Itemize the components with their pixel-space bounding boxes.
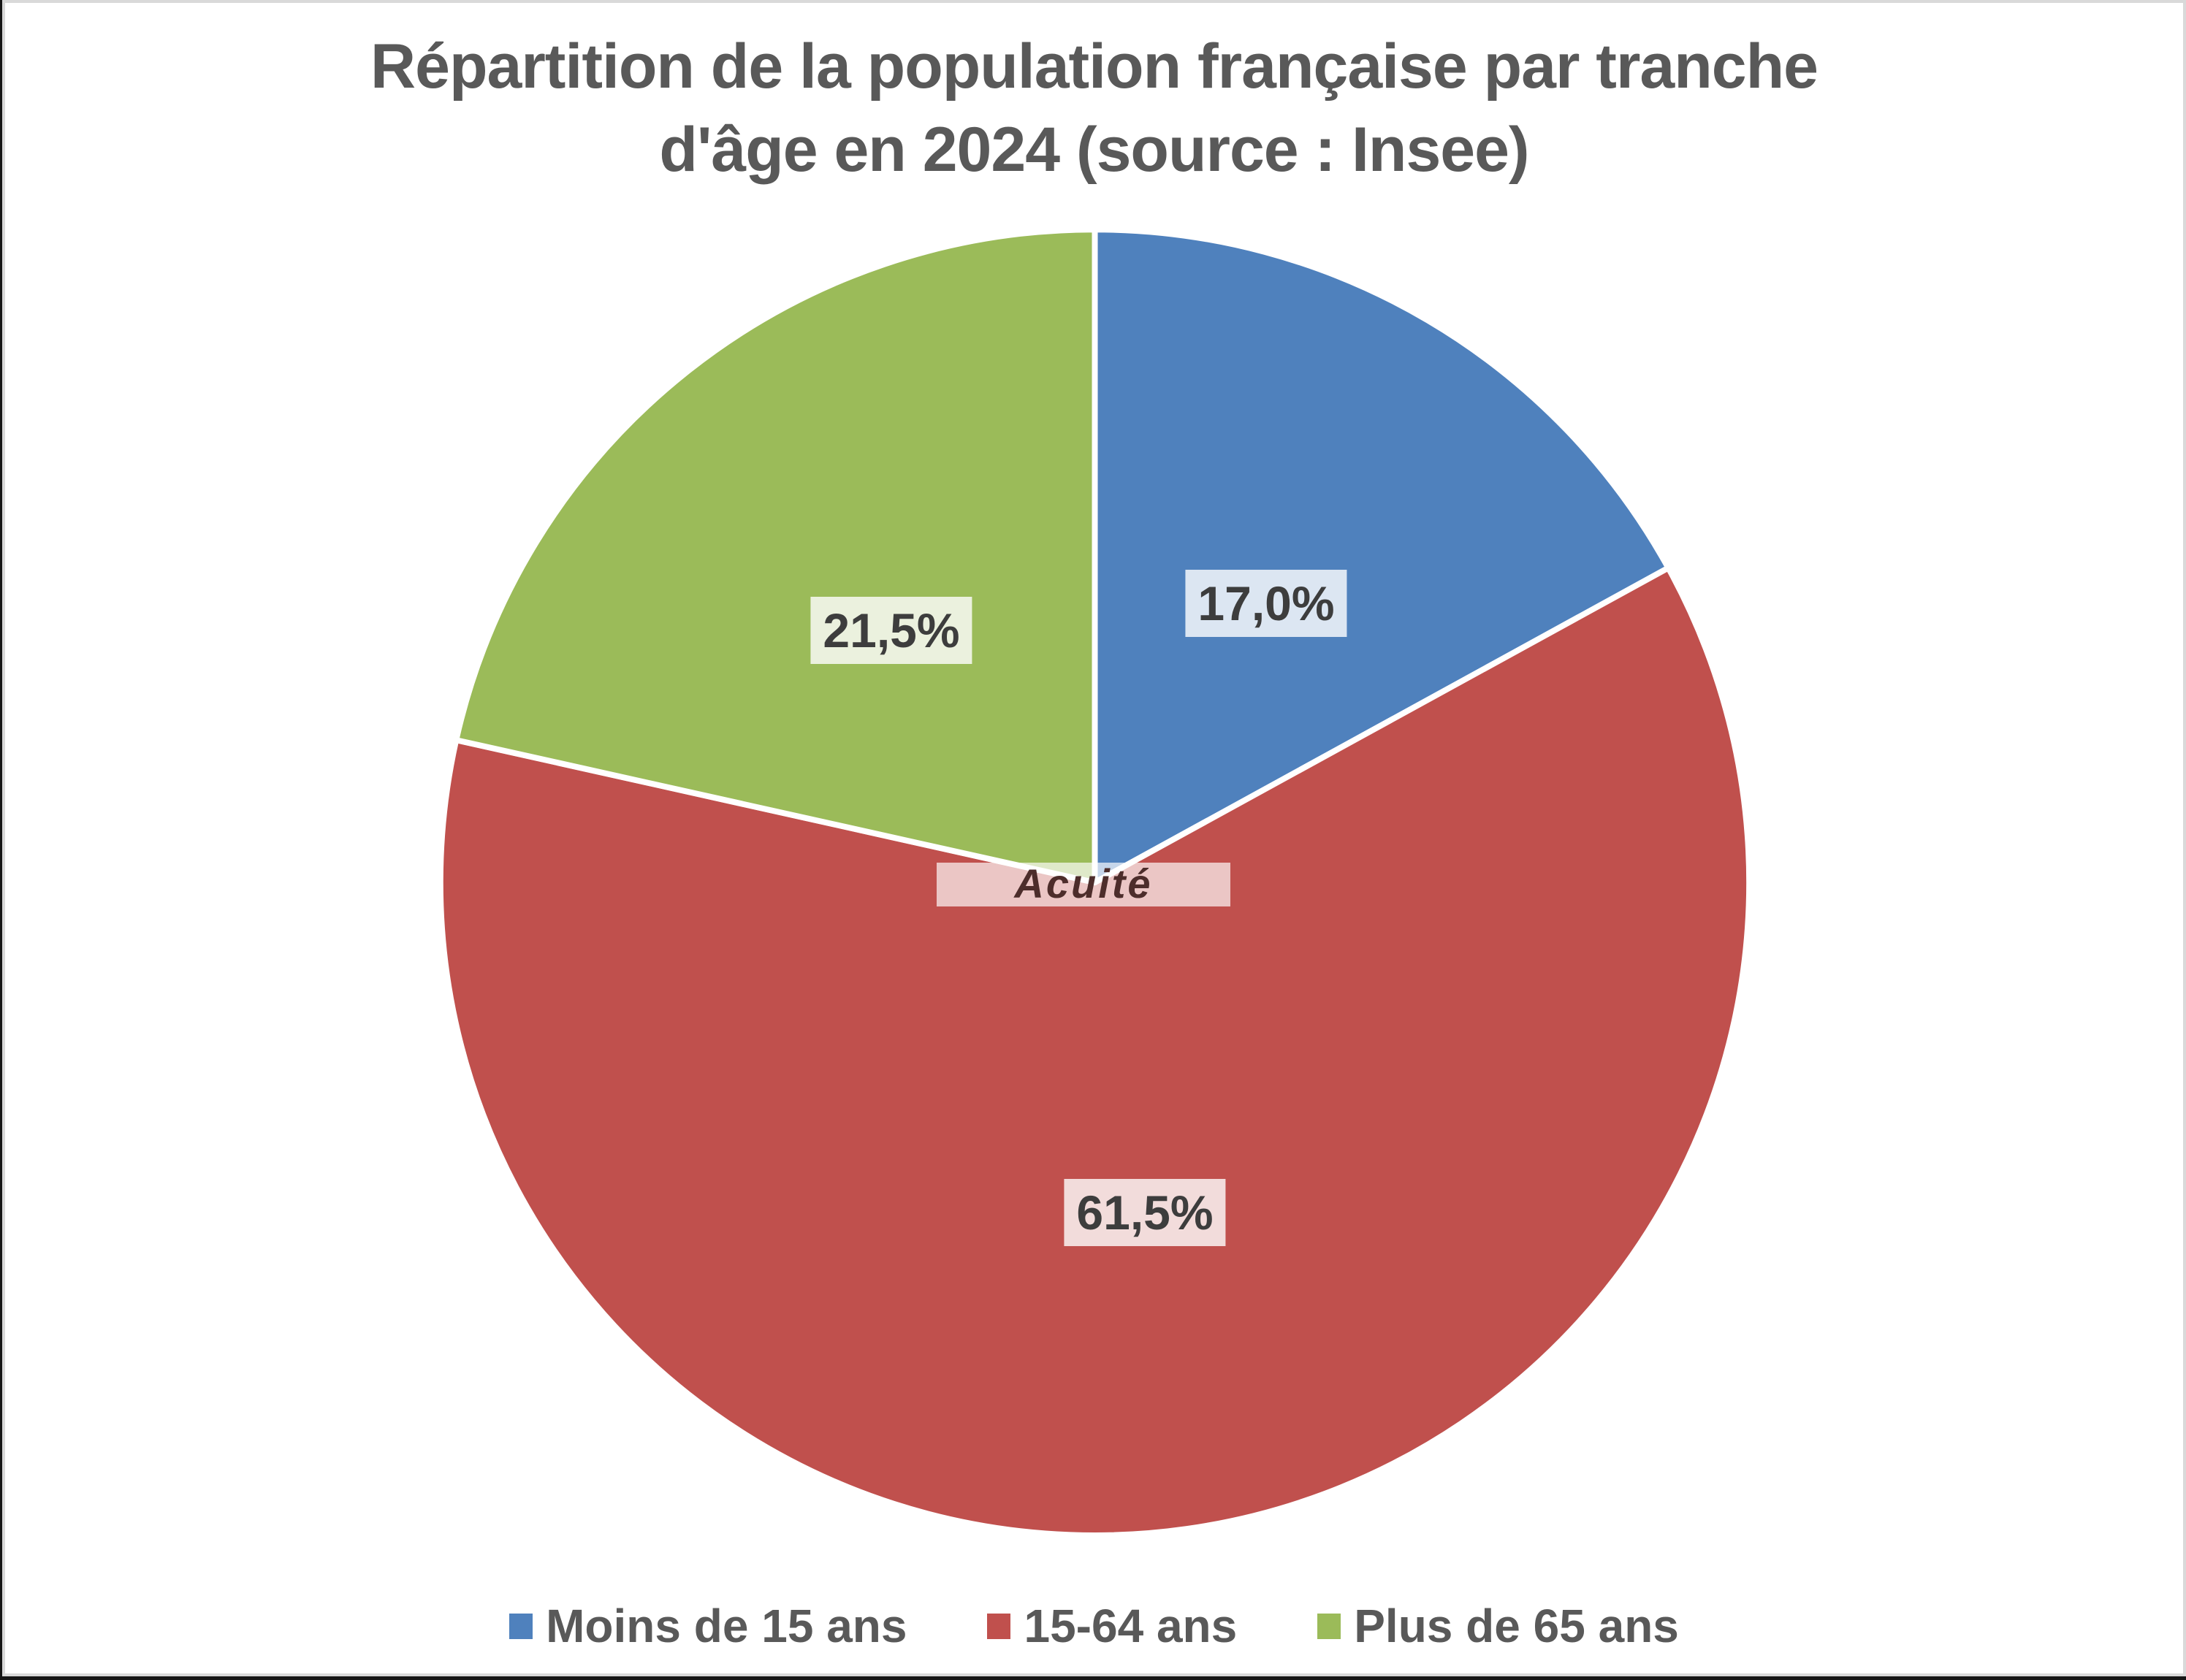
data-label-15-64-ans: 61,5% [1064,1179,1226,1246]
chart-title-line1: Répartition de la population française p… [370,31,1819,102]
acuite-watermark: Acuité [937,863,1230,906]
chart-title-line2: d'âge en 2024 (source : Insee) [659,115,1529,185]
pie-slice-moins-de-15-ans[interactable] [1092,226,1672,886]
data-label-moins-de-15-ans: 17,0% [1185,570,1347,637]
pie-slice-plus-de-65-ans[interactable] [453,226,1098,886]
legend-swatch-blue-icon [509,1613,533,1639]
legend: Moins de 15 ans 15-64 ans Plus de 65 ans [5,1595,2183,1657]
legend-swatch-green-icon [1317,1613,1341,1639]
chart-title: Répartition de la population française p… [5,25,2183,191]
legend-label-plus-de-65-ans: Plus de 65 ans [1354,1600,1679,1652]
legend-swatch-red-icon [987,1613,1011,1639]
pie-chart [437,226,1753,1538]
data-label-plus-de-65-ans: 21,5% [810,597,972,664]
legend-label-15-64-ans: 15-64 ans [1024,1600,1238,1652]
legend-label-moins-de-15-ans: Moins de 15 ans [546,1600,907,1652]
legend-item-plus-de-65-ans[interactable]: Plus de 65 ans [1317,1599,1679,1653]
legend-item-moins-de-15-ans[interactable]: Moins de 15 ans [509,1599,907,1653]
legend-item-15-64-ans[interactable]: 15-64 ans [987,1599,1237,1653]
